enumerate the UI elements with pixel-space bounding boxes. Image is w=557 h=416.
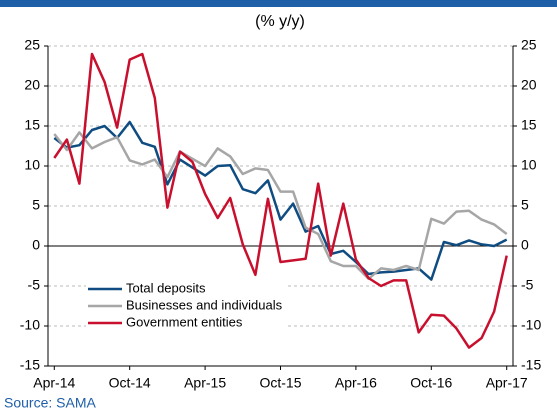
y2-tick-label: -10 bbox=[521, 317, 541, 333]
source-note: Source: SAMA bbox=[4, 395, 96, 411]
y2-tick-label: 5 bbox=[521, 197, 529, 213]
y-tick-label: -10 bbox=[20, 317, 40, 333]
legend-label: Businesses and individuals bbox=[126, 297, 283, 312]
y-tick-label: 25 bbox=[24, 37, 40, 53]
y-tick-label: 20 bbox=[24, 77, 40, 93]
chart-subtitle: (% y/y) bbox=[255, 13, 305, 30]
legend-bg bbox=[86, 298, 286, 314]
x-tick-label: Apr-17 bbox=[486, 375, 528, 391]
y-tick-label: -5 bbox=[28, 277, 41, 293]
series-line bbox=[53, 120, 508, 281]
legend-label: Total deposits bbox=[126, 280, 206, 295]
series-line bbox=[53, 131, 508, 281]
x-tick-label: Apr-14 bbox=[33, 375, 75, 391]
y-tick-label: 5 bbox=[32, 197, 40, 213]
x-tick-label: Apr-16 bbox=[335, 375, 377, 391]
y-tick-label: -15 bbox=[20, 357, 40, 373]
title-banner bbox=[0, 0, 557, 7]
y2-tick-label: 25 bbox=[521, 37, 537, 53]
x-tick-label: Oct-16 bbox=[410, 375, 452, 391]
legend-bg bbox=[86, 281, 286, 297]
x-tick-label: Apr-15 bbox=[184, 375, 226, 391]
legend-label: Government entities bbox=[126, 314, 243, 329]
y2-tick-label: 20 bbox=[521, 77, 537, 93]
y2-tick-label: -5 bbox=[521, 277, 534, 293]
y2-tick-label: 0 bbox=[521, 237, 529, 253]
y-tick-label: 15 bbox=[24, 117, 40, 133]
y2-tick-label: 10 bbox=[521, 157, 537, 173]
x-tick-label: Oct-15 bbox=[259, 375, 301, 391]
y2-tick-label: 15 bbox=[521, 117, 537, 133]
y-tick-label: 0 bbox=[32, 237, 40, 253]
x-tick-label: Oct-14 bbox=[109, 375, 151, 391]
y-tick-label: 10 bbox=[24, 157, 40, 173]
legend-bg bbox=[86, 315, 286, 331]
series-line bbox=[53, 52, 508, 349]
y2-tick-label: -15 bbox=[521, 357, 541, 373]
